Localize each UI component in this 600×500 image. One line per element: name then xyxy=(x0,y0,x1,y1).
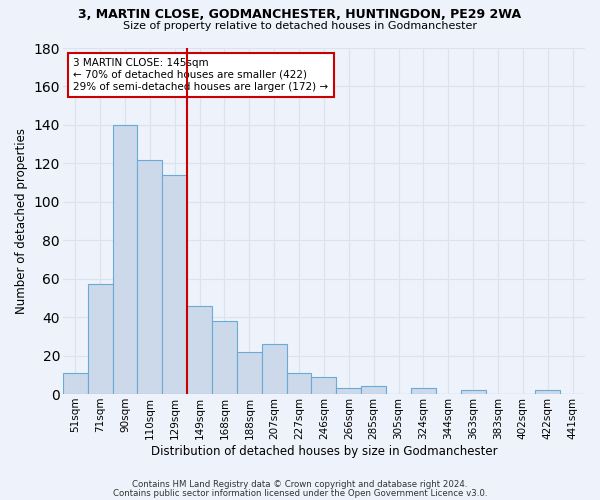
Bar xyxy=(162,175,187,394)
Bar xyxy=(237,352,262,394)
Bar xyxy=(535,390,560,394)
Bar xyxy=(287,373,311,394)
Text: Size of property relative to detached houses in Godmanchester: Size of property relative to detached ho… xyxy=(123,21,477,31)
Bar xyxy=(137,160,162,394)
Bar xyxy=(361,386,386,394)
Bar xyxy=(88,284,113,394)
Text: 3 MARTIN CLOSE: 145sqm
← 70% of detached houses are smaller (422)
29% of semi-de: 3 MARTIN CLOSE: 145sqm ← 70% of detached… xyxy=(73,58,328,92)
Bar xyxy=(337,388,361,394)
Bar xyxy=(113,125,137,394)
X-axis label: Distribution of detached houses by size in Godmanchester: Distribution of detached houses by size … xyxy=(151,444,497,458)
Bar xyxy=(187,306,212,394)
Bar xyxy=(461,390,485,394)
Bar xyxy=(63,373,88,394)
Bar xyxy=(262,344,287,394)
Bar xyxy=(311,376,337,394)
Y-axis label: Number of detached properties: Number of detached properties xyxy=(15,128,28,314)
Bar xyxy=(212,321,237,394)
Text: Contains public sector information licensed under the Open Government Licence v3: Contains public sector information licen… xyxy=(113,489,487,498)
Text: Contains HM Land Registry data © Crown copyright and database right 2024.: Contains HM Land Registry data © Crown c… xyxy=(132,480,468,489)
Text: 3, MARTIN CLOSE, GODMANCHESTER, HUNTINGDON, PE29 2WA: 3, MARTIN CLOSE, GODMANCHESTER, HUNTINGD… xyxy=(79,8,521,20)
Bar xyxy=(411,388,436,394)
